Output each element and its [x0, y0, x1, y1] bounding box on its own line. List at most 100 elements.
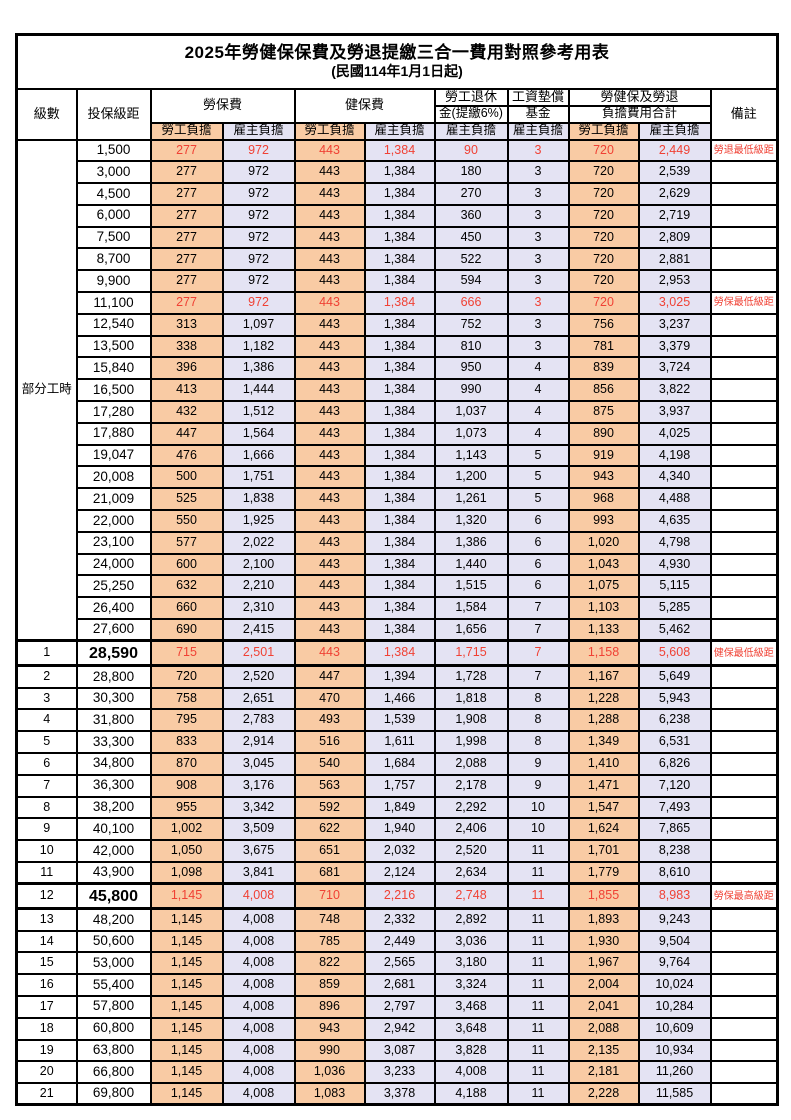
- cell-total-employer: 11,585: [637, 1082, 712, 1106]
- cell-pension-employer: 2,520: [433, 839, 509, 863]
- note-cell: [709, 509, 779, 533]
- table-row: 部分工時 1,500 277 972 443 1,384 90 3 720 2,449 勞退最低級距: [15, 138, 779, 642]
- cell-health-ins-employee: 443: [293, 400, 366, 424]
- cell-total-employee: 2,041: [567, 994, 640, 1019]
- cell-health-ins-employer: 1,384: [363, 269, 436, 294]
- cell-health-ins-employee: 443: [293, 247, 366, 272]
- cell-labor-ins-employer: 4,008: [221, 1016, 296, 1041]
- note-cell: [709, 334, 779, 359]
- cell-total-employer: 4,930: [637, 552, 712, 577]
- col-header-pension-line1: 勞工退休: [433, 87, 509, 107]
- insured-bracket: 40,100: [75, 817, 152, 842]
- col-header-total-line2: 負擔費用合計: [567, 104, 712, 124]
- table-row: 12,540 313 1,097 443 1,384 752 3 756 3,237: [17, 312, 779, 337]
- insured-bracket: 69,800: [75, 1082, 152, 1106]
- cell-total-employer: 6,826: [637, 752, 712, 776]
- cell-labor-ins-employee: 476: [149, 443, 224, 468]
- cell-pension-employer: 810: [433, 334, 509, 359]
- cell-health-ins-employer: 1,849: [363, 795, 436, 820]
- col-header-total-line1: 勞健保及勞退: [567, 87, 712, 107]
- header-row-3: 勞工負擔 雇主負擔 勞工負擔 雇主負擔 雇主負擔 雇主負擔 勞工負擔 雇主負擔: [17, 121, 778, 141]
- cell-total-employee: 1,020: [567, 530, 640, 555]
- note-cell: [709, 421, 779, 446]
- cell-health-ins-employee: 443: [293, 312, 366, 337]
- table-row: 27,600 690 2,415 443 1,384 1,656 7 1,133 5,462: [17, 618, 779, 642]
- cell-health-ins-employer: 1,684: [363, 752, 436, 776]
- cell-total-employee: 1,701: [567, 839, 640, 863]
- premium-reference-table: 2025年勞健保保費及勞退提繳三合一費用對照參考用表 (民國114年1月1日起)…: [15, 33, 780, 1107]
- table-row: 11 43,900 1,098 3,841 681 2,124 2,634 11 1,779 8,…: [15, 861, 779, 885]
- cell-labor-ins-employee: 338: [149, 334, 224, 359]
- insured-bracket: 42,000: [75, 839, 152, 863]
- cell-health-ins-employee: 443: [293, 421, 366, 446]
- cell-wage-fund-employer: 11: [506, 973, 570, 997]
- table-row: 15,840 396 1,386 443 1,384 950 4 839 3,724: [17, 356, 779, 381]
- table-header: 2025年勞健保保費及勞退提繳三合一費用對照參考用表 (民國114年1月1日起)…: [15, 33, 779, 141]
- cell-labor-ins-employee: 277: [149, 269, 224, 294]
- cell-wage-fund-employer: 7: [506, 596, 570, 621]
- cell-total-employer: 5,115: [637, 574, 712, 599]
- level-number: 15: [15, 951, 78, 976]
- insured-bracket: 31,800: [75, 708, 152, 733]
- table-row: 23,100 577 2,022 443 1,384 1,386 6 1,020 4,798: [17, 530, 779, 555]
- cell-total-employer: 10,024: [637, 973, 712, 997]
- cell-labor-ins-employee: 577: [149, 530, 224, 555]
- cell-total-employer: 5,943: [637, 686, 712, 711]
- table-row: 13 48,200 1,145 4,008 748 2,332 2,892 11 1,893 9,…: [15, 907, 779, 932]
- cell-labor-ins-employer: 4,008: [221, 973, 296, 997]
- table-row: 13,500 338 1,182 443 1,384 810 3 781 3,379: [17, 334, 779, 359]
- title-row: 2025年勞健保保費及勞退提繳三合一費用對照參考用表 (民國114年1月1日起): [15, 33, 779, 90]
- insured-bracket: 16,500: [75, 378, 152, 403]
- cell-health-ins-employee: 443: [293, 530, 366, 555]
- cell-labor-ins-employer: 972: [221, 291, 296, 315]
- cell-health-ins-employer: 1,384: [363, 552, 436, 577]
- cell-total-employee: 943: [567, 465, 640, 490]
- table-row: 16 55,400 1,145 4,008 859 2,681 3,324 11 2,004 10…: [15, 973, 779, 997]
- cell-labor-ins-employer: 972: [221, 160, 296, 185]
- cell-wage-fund-employer: 4: [506, 421, 570, 446]
- cell-health-ins-employer: 3,087: [363, 1038, 436, 1063]
- cell-total-employee: 720: [567, 269, 640, 294]
- cell-total-employer: 9,764: [637, 951, 712, 976]
- cell-health-ins-employee: 443: [293, 291, 366, 315]
- cell-total-employer: 4,025: [637, 421, 712, 446]
- insured-bracket: 45,800: [75, 882, 152, 911]
- table-row: 26,400 660 2,310 443 1,384 1,584 7 1,103 5,285: [17, 596, 779, 621]
- table-row: 6,000 277 972 443 1,384 360 3 720 2,719: [17, 203, 779, 228]
- cell-labor-ins-employee: 690: [149, 618, 224, 642]
- level-number: 1: [15, 639, 78, 668]
- cell-labor-ins-employer: 972: [221, 269, 296, 294]
- cell-labor-ins-employee: 1,098: [149, 861, 224, 885]
- cell-labor-ins-employee: 660: [149, 596, 224, 621]
- insured-bracket: 20,008: [75, 465, 152, 490]
- insured-bracket: 7,500: [75, 225, 152, 250]
- cell-pension-employer: 1,728: [433, 664, 509, 689]
- cell-pension-employer: 90: [433, 138, 509, 163]
- subheader-health-employer: 雇主負擔: [363, 121, 436, 141]
- level-number: 10: [15, 839, 78, 863]
- insured-bracket: 27,600: [75, 618, 152, 642]
- cell-health-ins-employee: 443: [293, 138, 366, 163]
- cell-labor-ins-employer: 3,045: [221, 752, 296, 776]
- cell-pension-employer: 752: [433, 312, 509, 337]
- cell-health-ins-employee: 443: [293, 487, 366, 512]
- note-cell: [709, 861, 779, 885]
- cell-health-ins-employee: 443: [293, 618, 366, 642]
- level-number: 18: [15, 1016, 78, 1041]
- cell-health-ins-employee: 710: [293, 882, 366, 911]
- cell-wage-fund-employer: 9: [506, 752, 570, 776]
- note-cell: [709, 817, 779, 842]
- cell-health-ins-employee: 443: [293, 443, 366, 468]
- cell-total-employee: 1,547: [567, 795, 640, 820]
- insured-bracket: 28,800: [75, 664, 152, 689]
- insured-bracket: 22,000: [75, 509, 152, 533]
- cell-labor-ins-employer: 1,444: [221, 378, 296, 403]
- insured-bracket: 53,000: [75, 951, 152, 976]
- header-row-2: 金(提繳6%) 基金 負擔費用合計: [17, 104, 778, 124]
- note-cell: [709, 269, 779, 294]
- cell-wage-fund-employer: 3: [506, 291, 570, 315]
- cell-total-employee: 919: [567, 443, 640, 468]
- cell-pension-employer: 2,634: [433, 861, 509, 885]
- cell-total-employer: 3,025: [637, 291, 712, 315]
